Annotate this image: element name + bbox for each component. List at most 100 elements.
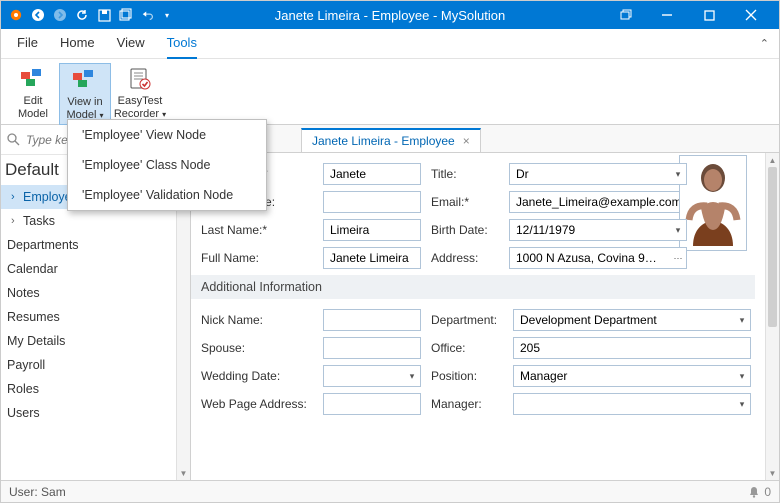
sidebar-item-tasks[interactable]: ›Tasks [1,209,176,233]
main-scrollbar[interactable]: ▲ ▼ [765,153,779,480]
chevron-right-icon: › [11,191,23,203]
input-department[interactable] [513,309,751,331]
view-in-model-icon [62,66,108,94]
easytest-recorder-icon [113,65,167,93]
chevron-right-icon: › [11,215,23,227]
tab-close-icon[interactable]: × [463,134,470,148]
menu-file[interactable]: File [17,29,38,59]
ribbon-easytest-label: EasyTest Recorder ▾ [113,95,167,121]
label-last-name: Last Name:* [201,223,323,237]
sidebar-item-payroll[interactable]: Payroll [1,353,176,377]
ribbon-edit-model[interactable]: Edit Model [7,63,59,123]
ellipsis-icon[interactable]: ⋯ [670,248,686,268]
status-user: User: Sam [9,485,66,499]
gear-icon[interactable] [9,8,23,22]
ribbon-easytest-recorder[interactable]: EasyTest Recorder ▾ [111,63,169,123]
maximize-button[interactable] [697,3,721,27]
dropdown-icon[interactable]: ▾ [734,310,750,330]
view-in-model-dropdown: 'Employee' View Node 'Employee' Class No… [67,119,267,211]
minimize-button[interactable] [655,3,679,27]
document-tabs: Janete Limeira - Employee × [191,125,779,153]
chevron-down-icon: ▾ [162,110,166,119]
restore-down-icon[interactable] [613,3,637,27]
input-nick-name[interactable] [323,309,421,331]
sidebar-item-resumes[interactable]: Resumes [1,305,176,329]
label-position: Position: [431,369,513,383]
input-address[interactable] [509,247,687,269]
input-office[interactable] [513,337,751,359]
undo-icon[interactable] [141,8,155,22]
sidebar-item-notes[interactable]: Notes [1,281,176,305]
save-all-icon[interactable] [119,8,133,22]
label-spouse: Spouse: [201,341,323,355]
edit-model-icon [9,65,57,93]
qat-dropdown-icon[interactable]: ▾ [163,8,171,22]
main-panel: Janete Limeira - Employee × Fir [191,125,779,480]
input-spouse[interactable] [323,337,421,359]
sidebar-item-roles[interactable]: Roles [1,377,176,401]
label-birth-date: Birth Date: [431,223,509,237]
label-nick-name: Nick Name: [201,313,323,327]
label-web-page: Web Page Address: [201,397,323,411]
ribbon-edit-model-label: Edit Model [9,95,57,121]
status-bar: User: Sam 0 [1,480,779,502]
input-middle-name[interactable] [323,191,421,213]
refresh-icon[interactable] [75,8,89,22]
dropdown-icon[interactable]: ▾ [670,164,686,184]
status-notifications[interactable]: 0 [748,485,771,499]
label-full-name: Full Name: [201,251,323,265]
sidebar-item-calendar[interactable]: Calendar [1,257,176,281]
tab-label: Janete Limeira - Employee [312,134,455,148]
menu-bar: File Home View Tools ⌃ [1,29,779,59]
quick-access-toolbar: ▾ [1,8,171,22]
sidebar-item-departments[interactable]: Departments [1,233,176,257]
dropdown-icon[interactable]: ▾ [734,394,750,414]
input-email[interactable] [509,191,687,213]
menu-view[interactable]: View [117,29,145,59]
dropdown-icon[interactable]: ▾ [404,366,420,386]
dropdown-view-node[interactable]: 'Employee' View Node [68,120,266,150]
nav-forward-icon[interactable] [53,8,67,22]
label-department: Department: [431,313,513,327]
dropdown-validation-node[interactable]: 'Employee' Validation Node [68,180,266,210]
section-additional-info: Additional Information [191,275,755,299]
input-manager[interactable] [513,393,751,415]
ribbon: Edit Model View in Model ▾ EasyTest Reco… [1,59,779,125]
sidebar-item-label: Tasks [23,214,55,228]
nav-back-icon[interactable] [31,8,45,22]
input-birth-date[interactable] [509,219,687,241]
input-web-page[interactable] [323,393,421,415]
dropdown-icon[interactable]: ▾ [734,366,750,386]
sidebar-group-title: Default [5,160,59,180]
bell-icon [748,486,760,498]
tab-employee-detail[interactable]: Janete Limeira - Employee × [301,128,481,152]
window-title: Janete Limeira - Employee - MySolution [275,8,506,23]
label-address: Address: [431,251,509,265]
ribbon-collapse-icon[interactable]: ⌃ [760,37,769,50]
menu-tools[interactable]: Tools [167,29,197,59]
close-button[interactable] [739,3,763,27]
notif-count: 0 [764,485,771,499]
ribbon-view-in-model[interactable]: View in Model ▾ [59,63,111,125]
sidebar-item-my-details[interactable]: My Details [1,329,176,353]
input-last-name[interactable] [323,219,421,241]
input-full-name[interactable] [323,247,421,269]
title-bar: ▾ Janete Limeira - Employee - MySolution [1,1,779,29]
dropdown-class-node[interactable]: 'Employee' Class Node [68,150,266,180]
employee-photo[interactable] [679,155,747,251]
dropdown-icon[interactable]: ▾ [670,220,686,240]
label-office: Office: [431,341,513,355]
sidebar-item-users[interactable]: Users [1,401,176,425]
window-buttons [613,3,779,27]
menu-home[interactable]: Home [60,29,95,59]
save-icon[interactable] [97,8,111,22]
input-title[interactable] [509,163,687,185]
label-title: Title: [431,167,509,181]
label-manager: Manager: [431,397,513,411]
label-email: Email:* [431,195,509,209]
search-icon[interactable] [7,133,20,146]
input-position[interactable] [513,365,751,387]
employee-form: First Name:* Title:▾ Middle Name: Email:… [191,153,765,480]
label-wedding-date: Wedding Date: [201,369,323,383]
input-first-name[interactable] [323,163,421,185]
